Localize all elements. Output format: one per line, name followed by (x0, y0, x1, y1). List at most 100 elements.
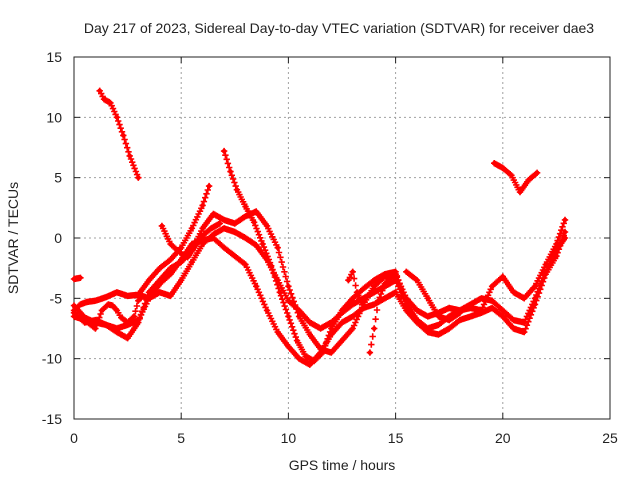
data-point (168, 241, 173, 247)
data-point (157, 277, 163, 283)
data-point (211, 211, 216, 217)
data-point (103, 322, 109, 328)
data-point (307, 362, 313, 368)
data-point (101, 96, 107, 102)
data-point (286, 284, 291, 289)
data-point (140, 293, 145, 299)
data-point (178, 251, 184, 256)
data-point (275, 245, 281, 250)
data-point (296, 356, 302, 362)
data-point (517, 189, 523, 195)
data-point (191, 245, 197, 250)
data-point (500, 308, 506, 313)
data-point (414, 320, 420, 325)
data-point (320, 350, 326, 355)
data-point (382, 281, 388, 287)
data-point (136, 175, 141, 180)
data-point (489, 305, 495, 311)
data-point (232, 221, 238, 226)
data-point (554, 247, 559, 253)
data-point (489, 298, 495, 304)
data-point (361, 305, 366, 311)
data-point (121, 133, 126, 138)
data-point (103, 294, 109, 300)
data-point (479, 296, 484, 301)
data-point (125, 322, 130, 328)
series-track-8 (366, 271, 399, 356)
data-point (339, 308, 345, 313)
data-point (159, 223, 165, 229)
y-tick-label: -15 (42, 411, 62, 427)
data-markers (491, 160, 541, 196)
data-point (108, 100, 113, 106)
data-point (534, 170, 540, 176)
data-point (106, 302, 111, 307)
data-point (206, 183, 212, 189)
data-point (382, 271, 388, 277)
data-point (114, 290, 120, 295)
data-point (286, 314, 291, 319)
x-tick-label: 25 (602, 430, 618, 446)
y-tick-label: 15 (46, 49, 62, 65)
y-tick-label: 0 (54, 230, 62, 246)
data-point (200, 203, 205, 208)
data-point (404, 269, 409, 275)
ticks-layer: 0 5 10 15 20 25 -15 -10 -5 0 5 10 15 (42, 49, 618, 446)
data-point (84, 299, 90, 305)
x-tick-label: 20 (495, 430, 511, 446)
data-markers (70, 216, 569, 332)
x-tick-label: 10 (281, 430, 297, 446)
data-point (521, 329, 527, 335)
data-point (511, 326, 516, 331)
data-point (234, 187, 240, 192)
data-point (131, 314, 137, 319)
data-point (275, 329, 281, 335)
data-point (532, 296, 538, 301)
data-point (228, 169, 233, 174)
data-point (136, 298, 141, 304)
data-point (382, 296, 388, 301)
data-point (307, 320, 313, 325)
data-point (350, 269, 356, 275)
data-point (562, 235, 568, 241)
data-point (221, 148, 227, 154)
data-point (446, 305, 452, 311)
data-point (221, 226, 227, 231)
data-point (268, 263, 274, 269)
data-point (286, 344, 291, 349)
y-tick-label: -5 (50, 290, 63, 306)
data-point (208, 226, 214, 231)
data-point (543, 269, 548, 275)
data-point (303, 354, 308, 359)
data-point (311, 358, 317, 364)
x-tick-label: 5 (177, 430, 185, 446)
data-point (125, 335, 130, 341)
data-point (371, 277, 377, 283)
data-point (97, 88, 102, 94)
series-track-2 (70, 216, 569, 332)
series-track-12 (70, 274, 84, 283)
x-axis-label: GPS time / hours (289, 457, 396, 473)
data-point (393, 290, 398, 295)
data-point (436, 332, 441, 337)
data-point (243, 204, 248, 209)
data-point (189, 226, 195, 231)
data-point (110, 303, 115, 308)
data-point (404, 308, 409, 313)
data-point (251, 220, 257, 225)
data-point (136, 320, 141, 325)
data-markers (220, 147, 406, 365)
data-point (146, 277, 152, 283)
data-point (82, 320, 87, 325)
data-point (562, 217, 568, 223)
x-tick-label: 0 (70, 430, 78, 446)
series-track-6 (220, 147, 406, 365)
data-markers (96, 87, 142, 181)
data-point (185, 254, 190, 260)
data-point (371, 326, 377, 331)
data-point (562, 229, 568, 235)
data-point (221, 217, 227, 223)
data-point (178, 259, 184, 265)
data-point (253, 209, 259, 214)
